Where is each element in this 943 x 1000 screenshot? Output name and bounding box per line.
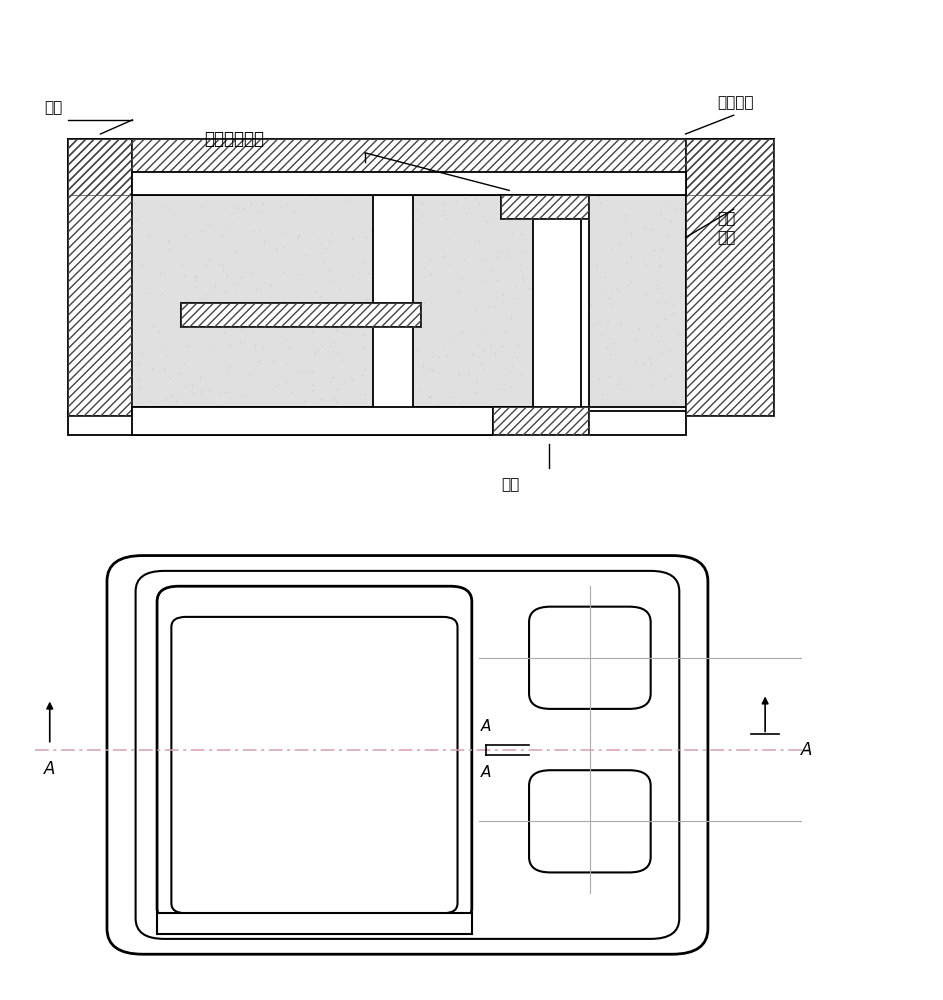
Bar <box>132 195 373 407</box>
Text: A: A <box>801 741 812 759</box>
Text: A: A <box>481 765 491 780</box>
FancyBboxPatch shape <box>529 607 651 709</box>
FancyBboxPatch shape <box>172 617 457 913</box>
Bar <box>181 303 422 327</box>
Bar <box>157 913 472 934</box>
Text: 电极: 电极 <box>502 477 520 492</box>
Bar <box>589 195 686 407</box>
Text: 外框: 外框 <box>44 100 62 115</box>
Bar <box>502 195 589 219</box>
Bar <box>69 139 774 195</box>
Bar <box>686 139 774 416</box>
Bar <box>69 411 686 435</box>
Bar <box>69 139 133 416</box>
Bar <box>69 139 774 195</box>
Text: 镀金镍片: 镀金镍片 <box>718 96 754 110</box>
Bar <box>132 172 686 195</box>
FancyBboxPatch shape <box>529 770 651 872</box>
Bar <box>69 139 133 416</box>
Bar <box>413 195 573 407</box>
Bar <box>502 195 589 219</box>
Text: 陶瓷
基体: 陶瓷 基体 <box>718 211 736 245</box>
Bar <box>686 139 774 416</box>
FancyBboxPatch shape <box>107 556 708 954</box>
FancyBboxPatch shape <box>157 586 472 924</box>
FancyBboxPatch shape <box>136 571 679 939</box>
Text: A: A <box>44 760 56 778</box>
Bar <box>493 407 589 435</box>
Bar <box>493 407 589 435</box>
Bar <box>181 303 422 327</box>
Bar <box>132 407 493 435</box>
Text: 表面去除金层: 表面去除金层 <box>205 130 265 148</box>
Text: A: A <box>481 719 491 734</box>
Bar <box>534 219 581 435</box>
